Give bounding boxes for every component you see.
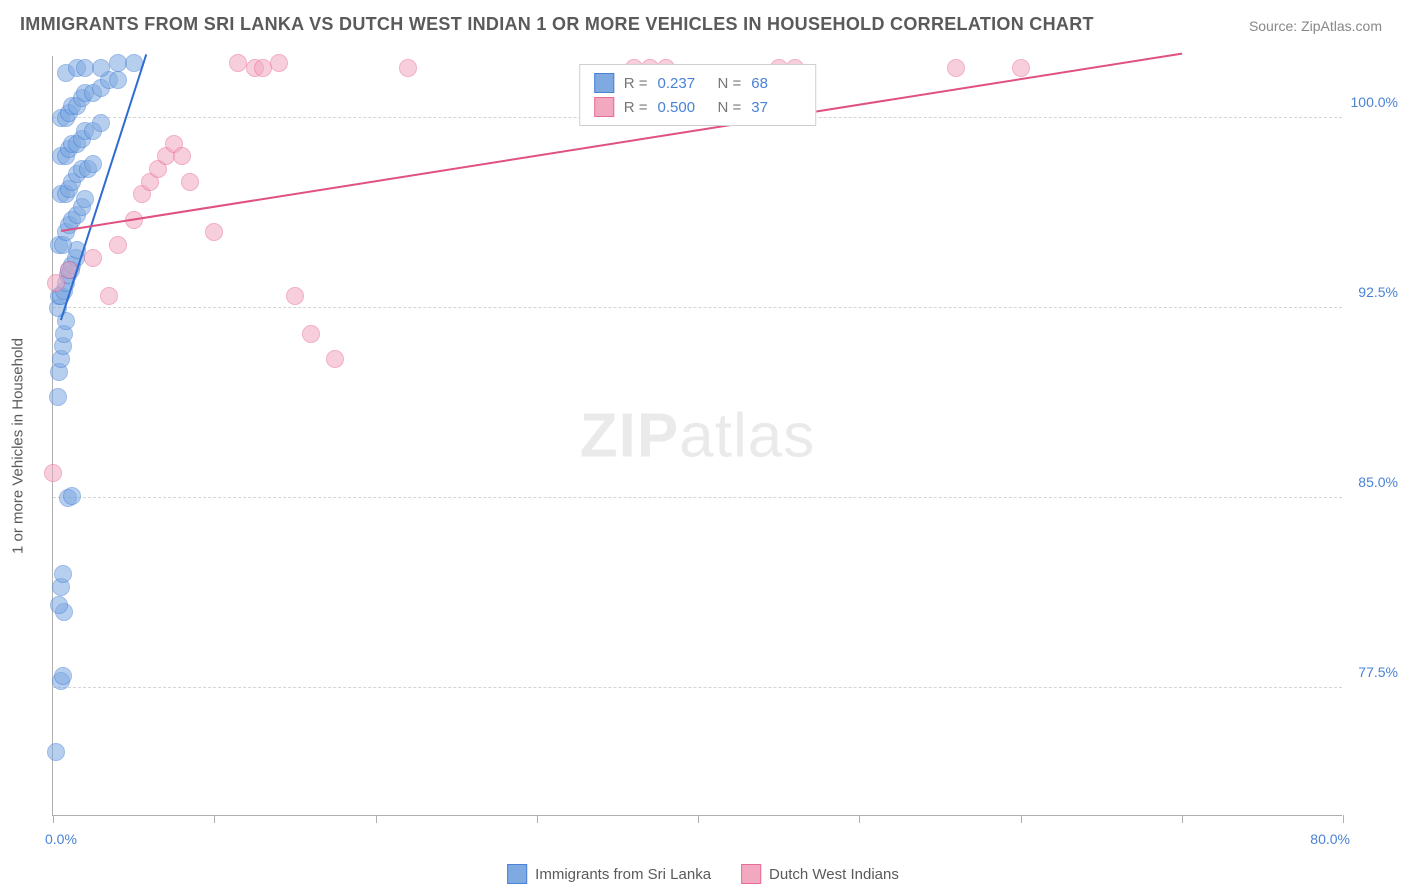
- data-point: [399, 59, 417, 77]
- legend-swatch: [741, 864, 761, 884]
- legend-item: Dutch West Indians: [741, 864, 899, 884]
- data-point: [109, 236, 127, 254]
- x-tick: [1343, 815, 1344, 823]
- data-point: [63, 487, 81, 505]
- data-point: [84, 249, 102, 267]
- x-tick: [53, 815, 54, 823]
- source-prefix: Source:: [1249, 18, 1301, 34]
- data-point: [49, 388, 67, 406]
- r-label: R =: [624, 99, 648, 116]
- n-value: 68: [751, 75, 801, 92]
- y-axis-title: 1 or more Vehicles in Household: [10, 338, 27, 554]
- chart-title: IMMIGRANTS FROM SRI LANKA VS DUTCH WEST …: [20, 14, 1094, 35]
- watermark: ZIPatlas: [580, 400, 815, 471]
- data-point: [1012, 59, 1030, 77]
- x-tick: [1021, 815, 1022, 823]
- series-swatch: [594, 97, 614, 117]
- data-point: [205, 223, 223, 241]
- y-tick-label: 92.5%: [1358, 284, 1398, 300]
- data-point: [76, 190, 94, 208]
- legend-item: Immigrants from Sri Lanka: [507, 864, 711, 884]
- legend-label: Immigrants from Sri Lanka: [535, 866, 711, 883]
- data-point: [92, 114, 110, 132]
- data-point: [50, 596, 68, 614]
- data-point: [173, 147, 191, 165]
- correlation-stats-box: R = 0.237 N = 68 R = 0.500 N = 37: [579, 64, 817, 126]
- data-point: [44, 464, 62, 482]
- n-label: N =: [718, 75, 742, 92]
- r-value: 0.237: [658, 75, 708, 92]
- data-point: [54, 565, 72, 583]
- scatter-plot-area: ZIPatlas R = 0.237N = 68R = 0.500N = 37 …: [52, 56, 1342, 816]
- source-link[interactable]: ZipAtlas.com: [1301, 18, 1382, 34]
- stats-row: R = 0.237 N = 68: [594, 71, 802, 95]
- x-tick: [859, 815, 860, 823]
- x-tick: [214, 815, 215, 823]
- y-tick-label: 100.0%: [1351, 94, 1398, 110]
- x-max-label: 80.0%: [1310, 831, 1350, 847]
- x-tick: [537, 815, 538, 823]
- data-point: [302, 325, 320, 343]
- legend-label: Dutch West Indians: [769, 866, 899, 883]
- data-point: [84, 155, 102, 173]
- x-tick: [1182, 815, 1183, 823]
- data-point: [947, 59, 965, 77]
- series-swatch: [594, 73, 614, 93]
- data-point: [54, 667, 72, 685]
- gridline: [53, 687, 1342, 688]
- series-legend: Immigrants from Sri Lanka Dutch West Indi…: [507, 864, 899, 884]
- data-point: [286, 287, 304, 305]
- gridline: [53, 497, 1342, 498]
- data-point: [181, 173, 199, 191]
- data-point: [100, 287, 118, 305]
- source-attribution: Source: ZipAtlas.com: [1249, 18, 1382, 34]
- x-tick: [376, 815, 377, 823]
- r-value: 0.500: [658, 99, 708, 116]
- stats-row: R = 0.500 N = 37: [594, 95, 802, 119]
- data-point: [270, 54, 288, 72]
- x-min-label: 0.0%: [45, 831, 77, 847]
- n-value: 37: [751, 99, 801, 116]
- legend-swatch: [507, 864, 527, 884]
- data-point: [109, 71, 127, 89]
- gridline: [53, 307, 1342, 308]
- r-label: R =: [624, 75, 648, 92]
- data-point: [326, 350, 344, 368]
- y-tick-label: 85.0%: [1358, 474, 1398, 490]
- n-label: N =: [718, 99, 742, 116]
- data-point: [47, 743, 65, 761]
- x-tick: [698, 815, 699, 823]
- y-tick-label: 77.5%: [1358, 664, 1398, 680]
